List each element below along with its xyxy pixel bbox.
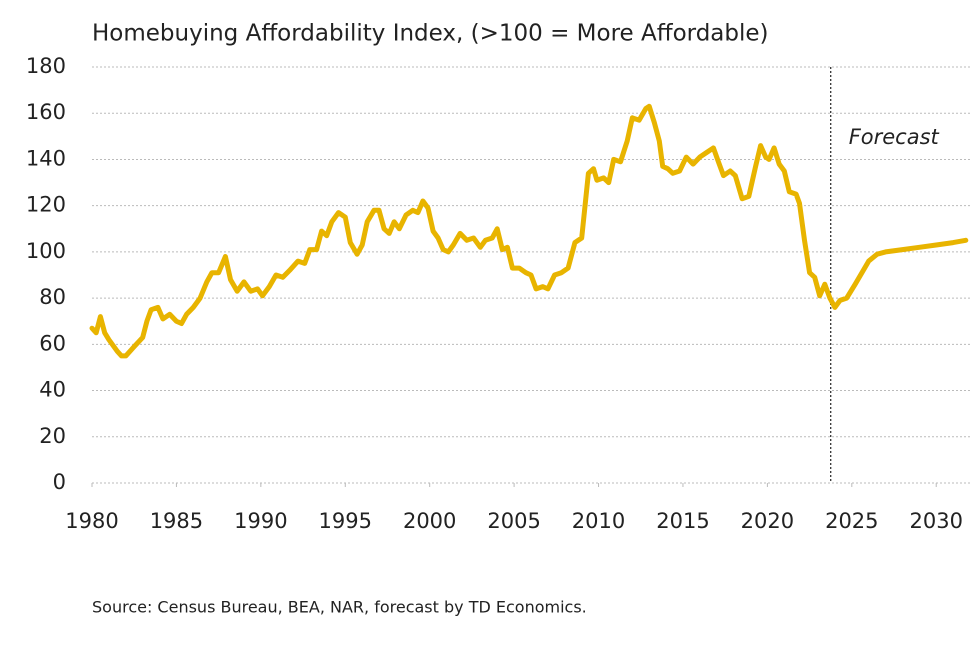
y-tick-label: 0 (53, 470, 66, 494)
x-tick-label: 1985 (150, 509, 203, 533)
index-line (89, 103, 969, 359)
y-tick-label: 180 (26, 54, 66, 78)
y-tick-label: 160 (26, 100, 66, 124)
annotation: Forecast (849, 125, 940, 149)
source-note: Source: Census Bureau, BEA, NAR, forecas… (92, 598, 587, 617)
y-tick-label: 120 (26, 193, 66, 217)
x-tick-label: 2010 (572, 509, 625, 533)
x-tick-label: 2005 (487, 509, 540, 533)
x-tick-label: 1995 (319, 509, 372, 533)
chart-title: Homebuying Affordability Index, (>100 = … (92, 21, 769, 47)
x-tick-label: 1980 (65, 509, 118, 533)
x-tick-label: 2015 (656, 509, 709, 533)
y-tick-label: 60 (39, 331, 66, 355)
x-tick-label: 2030 (910, 509, 963, 533)
y-tick-label: 20 (39, 424, 66, 448)
x-tick-label: 1990 (234, 509, 287, 533)
x-tick-label: 2020 (741, 509, 794, 533)
y-tick-label: 40 (39, 378, 66, 402)
y-tick-label: 100 (26, 239, 66, 263)
y-tick-label: 80 (39, 285, 66, 309)
x-tick-label: 2000 (403, 509, 456, 533)
x-tick-label: 2025 (825, 509, 878, 533)
y-tick-label: 140 (26, 146, 66, 170)
